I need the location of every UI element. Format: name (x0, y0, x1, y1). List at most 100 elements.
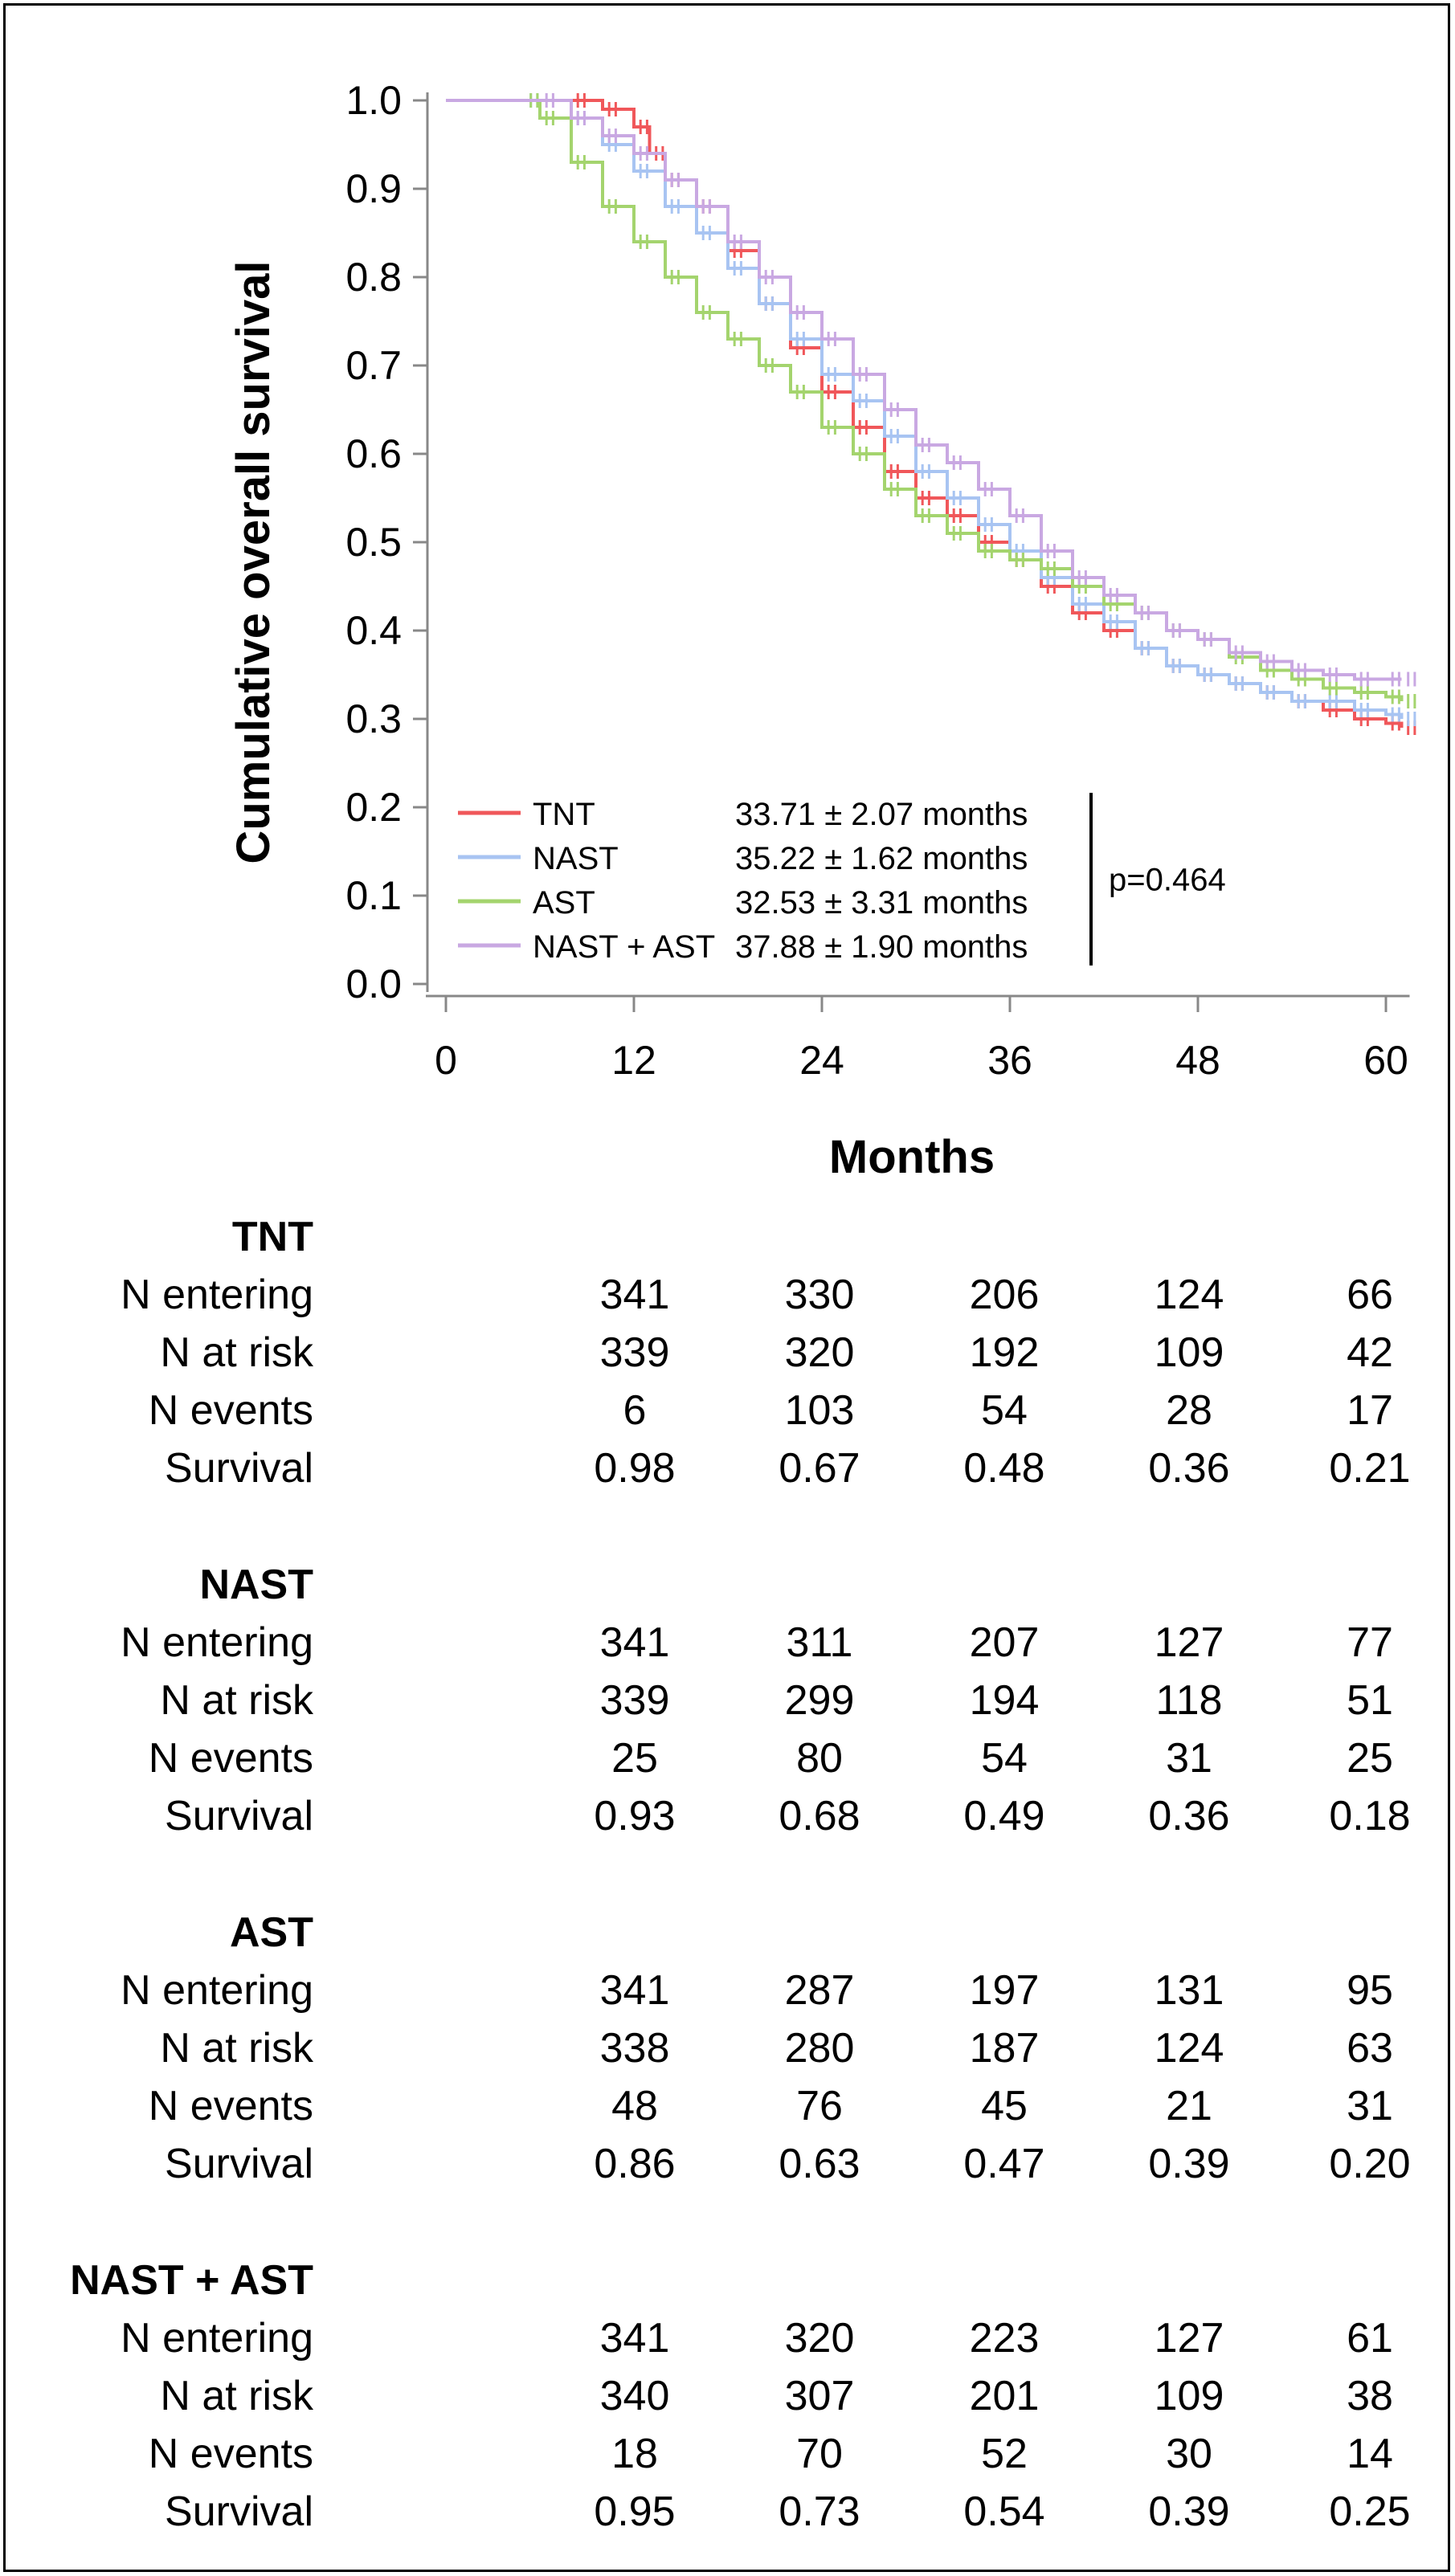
risk-cell: 341 (599, 1619, 670, 1666)
censor-marks-ast (529, 93, 1416, 708)
y-tick-label: 0.8 (345, 255, 402, 300)
x-tick-label: 36 (987, 1038, 1032, 1083)
legend: TNT 33.71 ± 2.07 months NAST 35.22 ± 1.62 m… (458, 793, 1226, 965)
risk-row-label: N events (148, 2083, 313, 2129)
risk-cell: 109 (1154, 1329, 1224, 1376)
risk-cell: 0.68 (779, 1793, 860, 1839)
risk-cell: 0.48 (963, 1445, 1045, 1492)
risk-cell: 14 (1347, 2431, 1393, 2477)
risk-cell: 192 (969, 1329, 1040, 1376)
risk-cell: 51 (1347, 1677, 1393, 1724)
risk-cell: 28 (1166, 1387, 1212, 1434)
risk-cell: 38 (1347, 2373, 1393, 2419)
risk-cell: 207 (969, 1619, 1040, 1666)
y-tick-label: 0.4 (345, 608, 402, 653)
x-tick-label: 60 (1363, 1038, 1408, 1083)
risk-cell: 0.18 (1329, 1793, 1411, 1839)
risk-cell: 0.21 (1329, 1445, 1411, 1492)
risk-cell: 0.49 (963, 1793, 1045, 1839)
risk-row-label: N events (148, 2431, 313, 2477)
risk-cell: 0.39 (1148, 2141, 1230, 2187)
curve-nast-ast (446, 99, 1402, 681)
curve-ast (446, 99, 1404, 701)
risk-cell: 187 (969, 2025, 1040, 2072)
risk-cell: 17 (1347, 1387, 1393, 1434)
legend-summary: 32.53 ± 3.31 months (735, 885, 1028, 921)
risk-row-label: N events (148, 1735, 313, 1782)
legend-label: NAST (533, 841, 619, 876)
risk-row-label: Survival (165, 1793, 313, 1839)
risk-cell: 118 (1155, 1677, 1223, 1724)
risk-cell: 330 (784, 1272, 855, 1318)
legend-summary: 37.88 ± 1.90 months (735, 929, 1028, 965)
risk-cell: 31 (1166, 1735, 1212, 1782)
risk-row-label: N entering (121, 1619, 313, 1666)
risk-group-header: AST (230, 1909, 313, 1956)
risk-cell: 61 (1347, 2315, 1393, 2362)
y-tick-label: 0.9 (345, 166, 402, 211)
risk-cell: 21 (1166, 2083, 1212, 2129)
risk-cell: 339 (599, 1329, 670, 1376)
risk-cell: 0.86 (594, 2141, 676, 2187)
curve-nast (446, 99, 1404, 719)
legend-label: TNT (533, 797, 595, 832)
risk-row-label: Survival (165, 2488, 313, 2535)
risk-cell: 0.25 (1329, 2488, 1411, 2535)
y-axis-label: Cumulative overall survival (227, 260, 280, 863)
risk-cell: 223 (969, 2315, 1040, 2362)
y-tick-label: 0.2 (345, 785, 402, 830)
risk-cell: 6 (623, 1387, 647, 1434)
figure-frame (3, 3, 1450, 2572)
risk-cell: 66 (1347, 1272, 1393, 1318)
legend-summary: 35.22 ± 1.62 months (735, 841, 1028, 876)
risk-cell: 103 (784, 1387, 855, 1434)
y-tick-label: 0.1 (345, 873, 402, 918)
risk-cell: 25 (1347, 1735, 1393, 1782)
risk-row-label: N at risk (160, 2025, 313, 2072)
risk-row-label: N at risk (160, 2373, 313, 2419)
legend-summary: 33.71 ± 2.07 months (735, 797, 1028, 832)
y-tick-label: 0.3 (345, 696, 402, 741)
risk-cell: 77 (1347, 1619, 1393, 1666)
risk-cell: 95 (1347, 1967, 1393, 2014)
risk-row-label: N entering (121, 2315, 313, 2362)
risk-cell: 52 (981, 2431, 1028, 2477)
risk-row-label: N at risk (160, 1329, 313, 1376)
survival-chart: Cumulative overall survival Months 0.00.… (227, 78, 1416, 1181)
risk-cell: 0.20 (1329, 2141, 1411, 2187)
risk-cell: 287 (784, 1967, 855, 2014)
risk-cell: 320 (784, 2315, 855, 2362)
risk-cell: 0.63 (779, 2141, 860, 2187)
risk-cell: 201 (969, 2373, 1040, 2419)
risk-cell: 338 (599, 2025, 670, 2072)
risk-cell: 109 (1154, 2373, 1224, 2419)
risk-cell: 42 (1347, 1329, 1393, 1376)
risk-cell: 197 (969, 1967, 1040, 2014)
risk-cell: 63 (1347, 2025, 1393, 2072)
risk-cell: 280 (784, 2025, 855, 2072)
risk-cell: 80 (796, 1735, 843, 1782)
risk-cell: 0.93 (594, 1793, 676, 1839)
y-tick-label: 0.0 (345, 961, 402, 1006)
risk-cell: 124 (1154, 2025, 1224, 2072)
risk-cell: 0.47 (963, 2141, 1045, 2187)
risk-cell: 0.36 (1148, 1445, 1230, 1492)
risk-cell: 339 (599, 1677, 670, 1724)
risk-row-label: Survival (165, 2141, 313, 2187)
risk-row-label: N entering (121, 1272, 313, 1318)
risk-group-header: NAST (199, 1562, 313, 1608)
risk-cell: 206 (969, 1272, 1040, 1318)
risk-cell: 0.67 (779, 1445, 860, 1492)
x-tick-label: 12 (611, 1038, 656, 1083)
risk-cell: 131 (1154, 1967, 1224, 2014)
legend-label: NAST + AST (533, 929, 715, 965)
censor-marks-nast-ast (545, 93, 1416, 687)
risk-group-header: NAST + AST (70, 2257, 313, 2304)
risk-cell: 0.36 (1148, 1793, 1230, 1839)
x-tick-label: 48 (1175, 1038, 1220, 1083)
risk-cell: 0.39 (1148, 2488, 1230, 2535)
risk-cell: 70 (796, 2431, 843, 2477)
risk-cell: 124 (1154, 1272, 1224, 1318)
x-tick-label: 24 (799, 1038, 844, 1083)
